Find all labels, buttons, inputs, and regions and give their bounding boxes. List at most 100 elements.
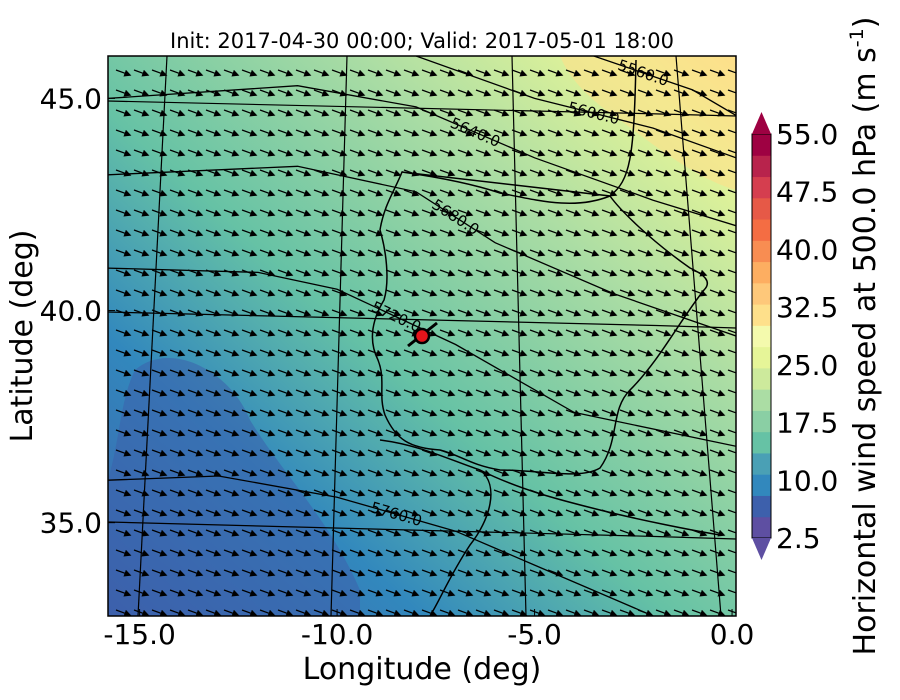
wind-arrow [331,349,348,357]
wind-arrow [727,309,736,317]
wind-arrow [421,369,438,377]
wind-arrow [709,469,726,477]
wind-arrow [547,249,564,257]
wind-arrow [673,469,690,477]
wind-arrow [385,549,402,557]
wind-arrow [331,169,348,177]
wind-arrow [619,569,636,577]
wind-arrow [691,569,708,577]
wind-arrow [511,289,528,297]
wind-arrow [511,149,528,157]
wind-arrow [115,89,132,97]
wind-arrow [583,569,600,577]
wind-arrow [133,209,150,217]
wind-arrow [277,249,294,257]
wind-arrow [529,69,546,77]
wind-arrow [277,189,294,197]
wind-arrow [223,529,240,537]
wind-arrow [169,469,186,477]
wind-arrow [349,209,366,217]
wind-arrow [277,549,294,557]
wind-arrow [637,189,654,197]
wind-arrow [475,509,492,517]
wind-arrow [115,529,132,537]
wind-arrow [583,249,600,257]
wind-arrow [547,429,564,437]
colorbar-band [752,240,771,263]
wind-arrow [637,129,654,137]
wind-arrow [457,509,474,517]
wind-arrow [295,549,312,557]
wind-arrow [187,329,204,337]
wind-arrow [493,549,510,557]
wind-arrow [349,369,366,377]
wind-arrow [655,509,672,517]
wind-arrow [223,89,240,97]
y-tick-label: 35.0 [40,507,102,540]
wind-arrow [331,229,348,237]
wind-arrow [601,229,618,237]
colorbar: 2.5 10.0 17.5 25.0 32.5 40.0 47.5 55.0 Horizont… [751,17,883,655]
wind-arrow [601,109,618,117]
wind-arrow [277,329,294,337]
wind-arrow [547,169,564,177]
wind-arrow [655,109,672,117]
wind-arrow [223,309,240,317]
wind-arrow [205,489,222,497]
wind-arrow [619,609,636,616]
wind-arrow [709,189,726,197]
wind-arrow [439,349,456,357]
wind-arrow [493,169,510,177]
wind-arrow [187,429,204,437]
wind-arrow [223,409,240,417]
wind-arrow [115,609,132,616]
wind-arrow [493,469,510,477]
wind-arrow [637,209,654,217]
wind-arrow [187,249,204,257]
wind-arrow [439,229,456,237]
wind-arrow [277,469,294,477]
wind-arrow [223,589,240,597]
wind-arrow [709,209,726,217]
wind-arrow [529,589,546,597]
wind-arrow [475,269,492,277]
wind-arrow [385,149,402,157]
wind-arrow [205,229,222,237]
wind-arrow [691,169,708,177]
wind-arrow [439,309,456,317]
wind-arrow [709,129,726,137]
wind-arrow [421,609,438,616]
wind-arrow [619,209,636,217]
wind-arrow [709,609,726,616]
wind-arrow [691,89,708,97]
wind-arrow [601,349,618,357]
wind-arrow [673,409,690,417]
wind-arrow [673,309,690,317]
wind-arrow [601,489,618,497]
wind-arrow [583,549,600,557]
wind-arrow [241,69,258,77]
wind-arrow [223,229,240,237]
wind-arrow [331,409,348,417]
wind-arrow [403,269,420,277]
wind-arrow [565,189,582,197]
wind-arrow [691,209,708,217]
wind-arrow [619,69,636,77]
wind-arrow [277,129,294,137]
wind-arrow [421,569,438,577]
colorbar-band [752,325,771,348]
wind-arrow [493,569,510,577]
wind-arrow [169,489,186,497]
wind-arrow [601,309,618,317]
wind-arrow [115,549,132,557]
wind-arrow [583,89,600,97]
wind-arrow [529,129,546,137]
wind-arrow [655,389,672,397]
wind-arrow [727,249,736,257]
wind-arrow [277,369,294,377]
wind-arrow [367,369,384,377]
wind-arrow [655,569,672,577]
wind-arrow [547,609,564,616]
wind-arrow [205,429,222,437]
wind-arrow [223,249,240,257]
